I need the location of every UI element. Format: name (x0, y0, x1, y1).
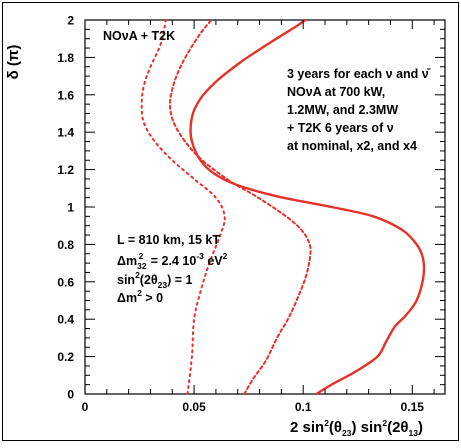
params-3-sub: 23 (158, 280, 168, 290)
x-title-sup-a: 2 (324, 418, 329, 428)
x-title-part-a: 2 sin (290, 419, 324, 436)
x-title-sub-b: 23 (342, 428, 352, 438)
y-tick-label: 1.6 (57, 88, 74, 102)
x-title-part-d: (2θ (387, 419, 408, 436)
x-tick-label: 0.05 (182, 400, 206, 414)
params-line-1: L = 810 km, 15 kT (117, 233, 220, 247)
curve-dotted-dense (168, 19, 312, 395)
scenario-line-3: 1.2MW, and 2.3MW (287, 103, 398, 117)
y-tick-label: 1 (67, 201, 74, 215)
experiment-label: NOνA + T2K (103, 29, 175, 43)
params-2-sup: 2 (139, 251, 144, 261)
y-tick-label: 0 (67, 388, 74, 402)
y-tick-label: 0.4 (57, 313, 74, 327)
scenario-line-5: at nominal, x2, and x4 (287, 139, 417, 153)
params-line-2: Δm322 = 2.4 10-3 eV2 (117, 251, 228, 271)
y-tick-label: 1.8 (57, 51, 74, 65)
params-3-pre: sin (117, 273, 135, 287)
scenario-line-4: + T2K 6 years of ν (287, 121, 394, 135)
tick-labels-group: 0 0.05 0.1 0.15 0 0.2 0.4 0.6 0.8 1 1.2 1.4 1.6 1.8 2 (57, 14, 424, 415)
params-line-4: Δm2 > 0 (117, 288, 163, 305)
params-4-post: > 0 (142, 291, 163, 305)
y-axis-title: δ (π) (5, 45, 22, 80)
curves-group (140, 18, 426, 396)
y-tick-label: 0.8 (57, 238, 74, 252)
y-tick-label: 0.2 (57, 350, 74, 364)
curve-solid (189, 18, 426, 396)
params-4-pre: Δm (117, 291, 137, 305)
params-2-exp: -3 (196, 251, 204, 261)
curve-dotted-sparse (140, 19, 226, 395)
params-line-3: sin2(2θ23) = 1 (117, 270, 193, 290)
x-title-part-e: ) (418, 419, 423, 436)
y-tick-label: 2 (67, 14, 74, 28)
params-2-mid: = 2.4 10 (147, 254, 196, 268)
scenario-line-2: NOνA at 700 kW, (287, 85, 385, 99)
scenario-line-1: 3 years for each ν and ν̄ (287, 67, 431, 81)
params-4-sup: 2 (137, 288, 142, 298)
y-tick-label: 1.4 (57, 126, 74, 140)
x-title-part-c: ) sin (352, 419, 383, 436)
y-tick-label: 0.6 (57, 275, 74, 289)
x-title-sup-c: 2 (382, 418, 387, 428)
x-tick-label: 0 (82, 400, 89, 414)
params-2-unitsup: 2 (223, 251, 228, 261)
x-title-sub-d: 13 (409, 428, 419, 438)
x-axis-title: 2 sin2(θ23) sin2(2θ13) (290, 418, 423, 438)
x-tick-label: 0.1 (295, 400, 312, 414)
params-3-post: (2θ (140, 273, 158, 287)
ticks-group (84, 19, 445, 395)
params-3-end: ) = 1 (167, 273, 192, 287)
y-tick-label: 1.2 (57, 163, 74, 177)
params-2-sub: 32 (137, 261, 147, 271)
x-title-part-b: (θ (329, 419, 342, 436)
params-3-sup: 2 (135, 270, 140, 280)
x-tick-label: 0.15 (401, 400, 425, 414)
params-2-pre: Δm (117, 254, 137, 268)
outer-border (2, 2, 459, 441)
params-2-unit: eV (204, 254, 223, 268)
